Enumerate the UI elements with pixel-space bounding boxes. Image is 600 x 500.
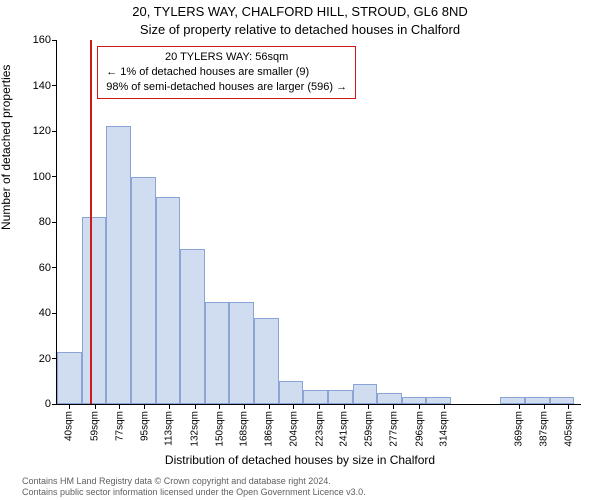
histogram-bar — [205, 302, 230, 404]
histogram-bar — [500, 397, 525, 404]
ytick-label: 100 — [33, 171, 57, 183]
xtick-mark — [519, 404, 520, 409]
ytick-label: 60 — [39, 262, 57, 274]
ytick-label: 140 — [33, 80, 57, 92]
xtick-label: 223sqm — [314, 411, 325, 447]
x-axis-label: Distribution of detached houses by size … — [0, 453, 600, 467]
histogram-bar — [82, 217, 107, 404]
xtick-mark — [144, 404, 145, 409]
xtick-label: 387sqm — [539, 411, 550, 447]
histogram-bar — [229, 302, 254, 404]
xtick-label: 296sqm — [414, 411, 425, 447]
histogram-bar — [525, 397, 550, 404]
xtick-label: 405sqm — [563, 411, 574, 447]
xtick-label: 168sqm — [239, 411, 250, 447]
footer-line1: Contains HM Land Registry data © Crown c… — [22, 476, 600, 487]
histogram-bar — [426, 397, 451, 404]
histogram-bar — [303, 390, 328, 404]
xtick-mark — [69, 404, 70, 409]
xtick-mark — [169, 404, 170, 409]
footer-attribution: Contains HM Land Registry data © Crown c… — [0, 476, 600, 499]
xtick-label: 95sqm — [139, 411, 150, 441]
footer-line2: Contains public sector information licen… — [22, 487, 600, 498]
y-axis-label: Number of detached properties — [0, 65, 13, 230]
histogram-bar — [279, 381, 304, 404]
histogram-bar — [254, 318, 279, 404]
histogram-bar — [57, 352, 82, 404]
ytick-label: 120 — [33, 125, 57, 137]
histogram-bar — [180, 249, 205, 404]
histogram-bar — [402, 397, 427, 404]
xtick-label: 77sqm — [114, 411, 125, 441]
chart-subtitle: Size of property relative to detached ho… — [0, 22, 600, 37]
ytick-label: 80 — [39, 216, 57, 228]
annotation-line3: 98% of semi-detached houses are larger (… — [106, 80, 347, 95]
xtick-mark — [119, 404, 120, 409]
xtick-label: 259sqm — [363, 411, 374, 447]
annotation-line1: 20 TYLERS WAY: 56sqm — [106, 50, 347, 65]
xtick-mark — [568, 404, 569, 409]
xtick-mark — [393, 404, 394, 409]
xtick-mark — [244, 404, 245, 409]
xtick-mark — [444, 404, 445, 409]
ytick-label: 40 — [39, 307, 57, 319]
xtick-mark — [419, 404, 420, 409]
histogram-bar — [106, 126, 131, 404]
xtick-mark — [293, 404, 294, 409]
ytick-label: 20 — [39, 353, 57, 365]
chart-container: 20, TYLERS WAY, CHALFORD HILL, STROUD, G… — [0, 0, 600, 500]
xtick-label: 369sqm — [514, 411, 525, 447]
histogram-bar — [131, 177, 156, 405]
xtick-label: 132sqm — [190, 411, 201, 447]
ytick-label: 160 — [33, 34, 57, 46]
annotation-line2: ← 1% of detached houses are smaller (9) — [106, 65, 347, 80]
xtick-mark — [95, 404, 96, 409]
property-marker-line — [90, 40, 92, 404]
xtick-label: 59sqm — [90, 411, 101, 441]
xtick-mark — [344, 404, 345, 409]
histogram-bar — [550, 397, 575, 404]
xtick-mark — [319, 404, 320, 409]
xtick-mark — [269, 404, 270, 409]
xtick-mark — [195, 404, 196, 409]
histogram-bar — [353, 384, 378, 404]
xtick-label: 204sqm — [288, 411, 299, 447]
histogram-bar — [328, 390, 353, 404]
chart-title-address: 20, TYLERS WAY, CHALFORD HILL, STROUD, G… — [0, 4, 600, 19]
ytick-label: 0 — [45, 398, 57, 410]
histogram-bar — [156, 197, 181, 404]
plot-area: 02040608010012014016040sqm59sqm77sqm95sq… — [56, 40, 581, 405]
xtick-label: 186sqm — [264, 411, 275, 447]
histogram-bar — [377, 393, 402, 404]
xtick-mark — [544, 404, 545, 409]
xtick-label: 241sqm — [339, 411, 350, 447]
xtick-label: 150sqm — [214, 411, 225, 447]
xtick-label: 113sqm — [164, 411, 175, 446]
annotation-box: 20 TYLERS WAY: 56sqm← 1% of detached hou… — [97, 46, 356, 99]
xtick-label: 314sqm — [439, 411, 450, 447]
xtick-label: 40sqm — [64, 411, 75, 441]
xtick-label: 277sqm — [388, 411, 399, 447]
xtick-mark — [368, 404, 369, 409]
xtick-mark — [219, 404, 220, 409]
